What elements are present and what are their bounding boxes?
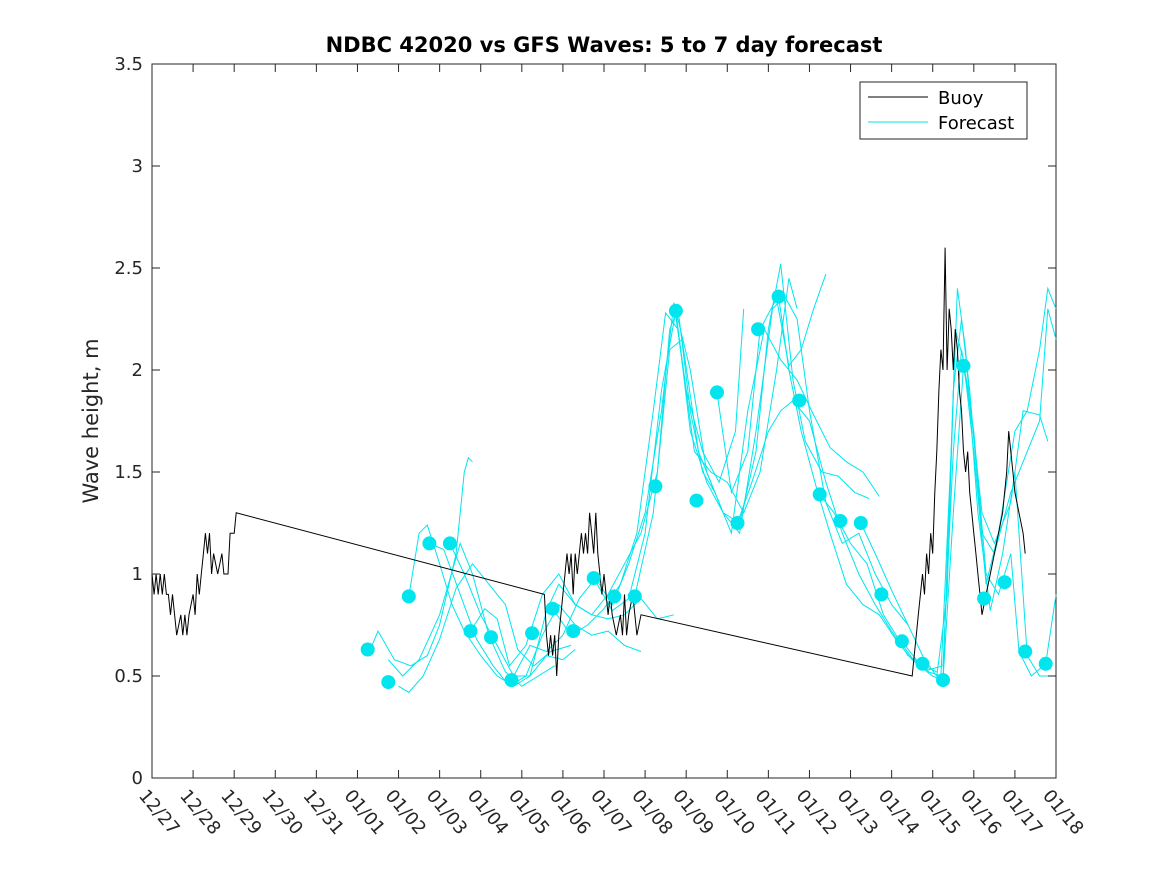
y-axis: 0 0.5 1 1.5 2 2.5 3 3.5 (114, 54, 1056, 789)
forecast-dot-26 (894, 634, 909, 649)
y-tick-label-6: 3 (132, 156, 143, 177)
x-tick-label-7: 01/03 (422, 786, 471, 839)
x-tick-label-2: 12/29 (216, 786, 265, 839)
x-tick-label-16: 01/12 (792, 786, 841, 839)
forecast-dot-28 (936, 673, 950, 688)
forecast-line-0 (367, 456, 473, 667)
y-tick-label-5: 2.5 (114, 258, 143, 279)
forecast-dot-29 (956, 358, 971, 373)
legend-box (859, 81, 1028, 140)
forecast-dot-32 (1018, 644, 1033, 659)
forecast-dot-5 (463, 624, 478, 639)
forecast-line-18 (942, 365, 1057, 681)
forecast-dot-10 (566, 624, 581, 639)
forecast-dot-2 (401, 589, 416, 604)
forecast-dots-layer (360, 289, 1053, 690)
forecast-dot-22 (812, 487, 827, 502)
forecast-dot-3 (422, 536, 437, 551)
forecast-dot-7 (504, 673, 519, 688)
y-tick-label-1: 0.5 (114, 666, 143, 687)
forecast-dot-25 (874, 587, 889, 602)
x-tick-label-5: 01/01 (340, 786, 389, 839)
x-tick-label-22: 01/18 (1038, 786, 1087, 839)
x-tick-label-21: 01/17 (997, 786, 1046, 839)
forecast-dot-1 (381, 675, 396, 690)
x-tick-label-17: 01/13 (833, 786, 882, 839)
forecast-dot-15 (668, 303, 683, 318)
chart-title: NDBC 42020 vs GFS Waves: 5 to 7 day fore… (326, 33, 883, 57)
plot-area (151, 63, 1057, 779)
x-tick-label-19: 01/15 (915, 786, 964, 839)
forecast-dot-4 (442, 536, 457, 551)
forecast-dot-30 (977, 591, 992, 606)
buoy-line (151, 247, 1026, 677)
x-tick-label-0: 12/27 (134, 786, 183, 839)
forecast-dot-27 (915, 656, 930, 671)
y-axis-label: Wave height, m (79, 338, 103, 503)
legend-label-forecast: Forecast (938, 113, 1014, 134)
forecast-dot-21 (792, 393, 807, 408)
y-tick-label-4: 2 (132, 360, 143, 381)
forecast-line-2 (398, 562, 572, 693)
forecast-dot-17 (710, 385, 724, 400)
y-tick-label-2: 1 (132, 564, 143, 585)
forecast-dot-12 (607, 589, 622, 604)
x-tick-label-10: 01/06 (545, 786, 594, 839)
forecast-dot-16 (689, 493, 704, 508)
axes-box (151, 63, 1057, 779)
forecast-dot-6 (484, 630, 498, 645)
forecast-dot-11 (586, 571, 601, 586)
forecast-dot-18 (730, 516, 745, 530)
forecast-dot-19 (751, 322, 766, 337)
forecast-line-14 (778, 296, 1049, 671)
forecast-dot-33 (1038, 656, 1053, 671)
forecast-dot-14 (648, 479, 663, 494)
y-tick-label-7: 3.5 (114, 54, 143, 75)
forecast-dot-24 (853, 516, 868, 530)
forecast-line-5 (449, 543, 675, 677)
forecast-line-17 (901, 288, 1056, 677)
x-tick-label-4: 12/31 (299, 786, 348, 839)
legend: Buoy Forecast (859, 81, 1028, 140)
forecast-line-1 (387, 541, 555, 687)
forecast-line-3 (408, 524, 576, 687)
x-tick-label-11: 01/07 (586, 786, 635, 839)
x-tick-label-6: 01/02 (381, 786, 430, 839)
x-tick-label-3: 12/30 (257, 786, 306, 839)
forecast-dot-8 (525, 626, 540, 641)
y-tick-label-0: 0 (132, 768, 143, 789)
x-tick-label-12: 01/08 (627, 786, 676, 839)
forecast-dot-31 (997, 575, 1012, 590)
legend-label-buoy: Buoy (938, 88, 984, 109)
x-tick-label-14: 01/10 (709, 786, 758, 839)
x-tick-label-20: 01/16 (956, 786, 1005, 839)
buoy-layer (151, 247, 1026, 677)
forecast-dot-23 (833, 514, 848, 528)
x-tick-label-1: 12/28 (175, 786, 224, 839)
x-tick-label-18: 01/14 (874, 786, 923, 839)
x-tick-label-13: 01/09 (668, 786, 717, 839)
forecast-dot-20 (771, 289, 786, 304)
forecast-dot-9 (545, 601, 560, 616)
x-tick-label-9: 01/05 (504, 786, 553, 839)
x-tick-label-8: 01/04 (463, 786, 512, 839)
forecast-dot-0 (360, 642, 375, 657)
y-tick-label-3: 1.5 (114, 462, 143, 483)
forecast-line-4 (429, 542, 642, 687)
forecast-line-11 (675, 295, 909, 626)
forecast-dot-13 (627, 589, 642, 604)
x-tick-label-15: 01/11 (751, 786, 800, 839)
